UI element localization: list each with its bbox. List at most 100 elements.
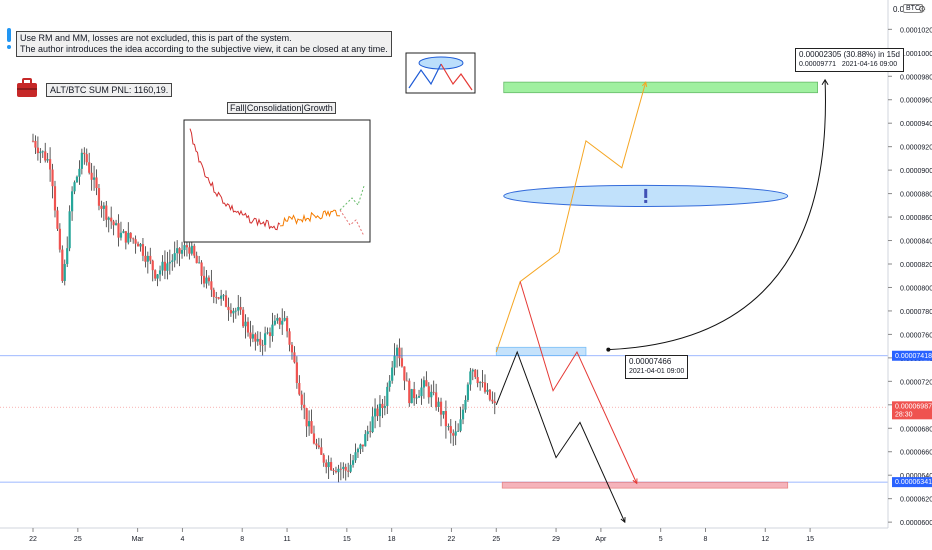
candle-down [151, 260, 154, 271]
inset-consolidation-line [279, 209, 341, 227]
candle-up [342, 466, 345, 469]
candle-up [220, 295, 223, 299]
time-tick-label: 8 [240, 536, 244, 543]
candle-up [457, 430, 460, 432]
time-tick-label: 25 [492, 536, 500, 543]
candle-up [459, 419, 462, 431]
candle-up [349, 464, 352, 472]
candle-up [183, 245, 186, 251]
candle-down [347, 470, 350, 472]
candle-down [312, 433, 316, 444]
candle-down [376, 408, 379, 417]
candle-up [354, 452, 357, 461]
measure-arrowhead [821, 78, 829, 86]
time-axis[interactable]: 22 25 Mar 4 8 11 15 18 22 25 29 Apr 5 8 12 15 [0, 527, 888, 543]
time-tick-label: 11 [283, 536, 290, 543]
candle-up [366, 431, 369, 435]
candle-up [276, 317, 279, 321]
time-tick-label: 25 [74, 536, 82, 543]
candle-down [405, 380, 408, 382]
candle-down [210, 281, 213, 290]
time-tick-label: 8 [704, 536, 708, 543]
measure-start-dot [606, 347, 611, 352]
candle-up [107, 217, 110, 220]
candle-up [359, 444, 362, 449]
candle-down [36, 147, 39, 154]
candle-down [110, 217, 113, 222]
candle-down [95, 177, 98, 189]
candle-down [320, 447, 323, 455]
disclaimer-line-2: The author introduces the idea according… [20, 44, 388, 54]
candle-up [161, 261, 164, 271]
price-badge-value: 0.00007418 [895, 353, 932, 360]
candle-down [207, 277, 211, 282]
drawing-overlays [0, 78, 888, 524]
candle-up [264, 333, 267, 345]
axis-currency-prefix: 0.0 [893, 5, 905, 14]
candle-down [491, 399, 494, 402]
bear-path-arrowhead [632, 478, 638, 485]
candle-down [49, 159, 52, 170]
candle-down [322, 454, 325, 463]
candle-down [136, 243, 140, 247]
candle-down [329, 462, 333, 470]
currency-badge[interactable]: BTC [903, 4, 923, 13]
wave-sketch-icon [405, 52, 476, 94]
candle-down [212, 289, 215, 298]
ellipse-exclamation-dot [644, 199, 648, 203]
candle-up [422, 380, 426, 388]
candle-down [310, 421, 313, 434]
candle-down [325, 462, 328, 468]
price-badge [892, 350, 932, 361]
candle-up [168, 261, 171, 264]
time-tick-label: 15 [806, 536, 814, 543]
candle-down [239, 307, 242, 310]
gear-icon[interactable]: ⚙ [918, 4, 927, 14]
candle-down [44, 151, 47, 161]
candle-up [356, 448, 360, 453]
candle-up [364, 434, 367, 447]
measure-arc [608, 79, 826, 351]
disclaimer-line-1: Use RM and MM, losses are not excluded, … [20, 33, 292, 43]
price-badge-time: 28:30 [895, 411, 913, 418]
candle-up [471, 369, 474, 372]
time-tick-label: Apr [595, 536, 607, 543]
candle-down [290, 344, 294, 353]
candle-up [244, 321, 247, 327]
candle-up [146, 255, 149, 262]
candle-down [90, 172, 93, 180]
candle-up [92, 177, 96, 180]
candle-up [395, 347, 399, 356]
candle-down [124, 231, 127, 243]
candle-up [256, 338, 259, 342]
candle-down [483, 382, 487, 392]
candle-down [83, 152, 86, 155]
candle-down [432, 391, 435, 393]
candle-down [34, 140, 37, 148]
candle-up [70, 191, 74, 212]
candle-down [178, 248, 181, 254]
candle-up [190, 245, 193, 254]
time-tick-label: 22 [29, 536, 37, 543]
candle-up [63, 264, 66, 281]
candle-down [215, 297, 218, 298]
candle-down [259, 338, 262, 345]
candle-down [332, 469, 335, 471]
candle-up [415, 397, 418, 399]
candle-up [307, 421, 311, 427]
candle-up [39, 151, 42, 154]
candle-down [435, 392, 438, 407]
candle-up [461, 409, 465, 420]
candle-down [53, 186, 57, 211]
candle-down [300, 394, 303, 405]
candle-up [466, 384, 470, 400]
candle-up [176, 248, 179, 254]
candle-down [369, 431, 372, 433]
candle-down [88, 162, 91, 173]
